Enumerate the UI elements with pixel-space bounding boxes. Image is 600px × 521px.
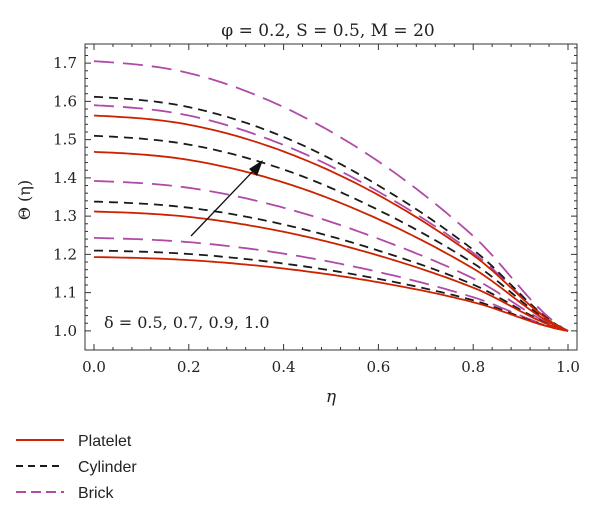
series-line-cylinder bbox=[93, 95, 569, 332]
x-tick-label: 0.6 bbox=[366, 358, 390, 376]
x-tick-label: 0.0 bbox=[82, 358, 106, 376]
delta-annotation: δ = 0.5, 0.7, 0.9, 1.0 bbox=[104, 313, 270, 332]
annotation-arrow bbox=[190, 166, 258, 237]
annotation-arrowhead bbox=[249, 160, 263, 176]
chart-title: φ = 0.2, S = 0.5, M = 20 bbox=[221, 21, 434, 41]
plot-frame bbox=[84, 43, 578, 351]
y-tick-label: 1.7 bbox=[53, 54, 77, 72]
series-line-platelet bbox=[93, 210, 569, 332]
x-axis-label: η bbox=[326, 387, 337, 407]
y-tick-label: 1.3 bbox=[53, 207, 77, 225]
x-tick-label: 0.2 bbox=[177, 358, 201, 376]
legend-label-cylinder: Cylinder bbox=[78, 459, 137, 476]
y-tick-label: 1.5 bbox=[53, 131, 77, 149]
y-tick-label: 1.2 bbox=[53, 245, 77, 263]
series-lines bbox=[93, 60, 569, 332]
series-line-platelet bbox=[93, 151, 569, 332]
series-line-platelet bbox=[94, 256, 569, 332]
series-line-platelet bbox=[93, 114, 569, 332]
legend-label-brick: Brick bbox=[78, 485, 115, 502]
series-line-brick bbox=[93, 104, 569, 332]
y-tick-label: 1.4 bbox=[53, 169, 77, 187]
x-tick-label: 0.4 bbox=[272, 358, 296, 376]
legend-label-platelet: Platelet bbox=[78, 433, 132, 450]
y-tick-label: 1.6 bbox=[53, 92, 77, 110]
series-line-cylinder bbox=[94, 249, 569, 332]
x-tick-label: 1.0 bbox=[556, 358, 580, 376]
legend: Platelet Cylinder Brick bbox=[16, 433, 137, 502]
x-tick-label: 0.8 bbox=[461, 358, 485, 376]
axis-ticks: 0.0 0.2 0.4 0.6 0.8 1.0 1.0 1.1 1.2 1.3 1.4 1.5 1.6 1… bbox=[53, 44, 580, 376]
y-axis-label: Θ (η) bbox=[15, 180, 34, 220]
series-line-brick bbox=[93, 180, 569, 332]
series-line-cylinder bbox=[93, 134, 569, 332]
series-line-cylinder bbox=[93, 200, 569, 332]
y-tick-label: 1.1 bbox=[53, 284, 77, 302]
series-line-brick bbox=[93, 60, 569, 332]
y-tick-label: 1.0 bbox=[53, 322, 77, 340]
series-line-brick bbox=[93, 237, 569, 332]
